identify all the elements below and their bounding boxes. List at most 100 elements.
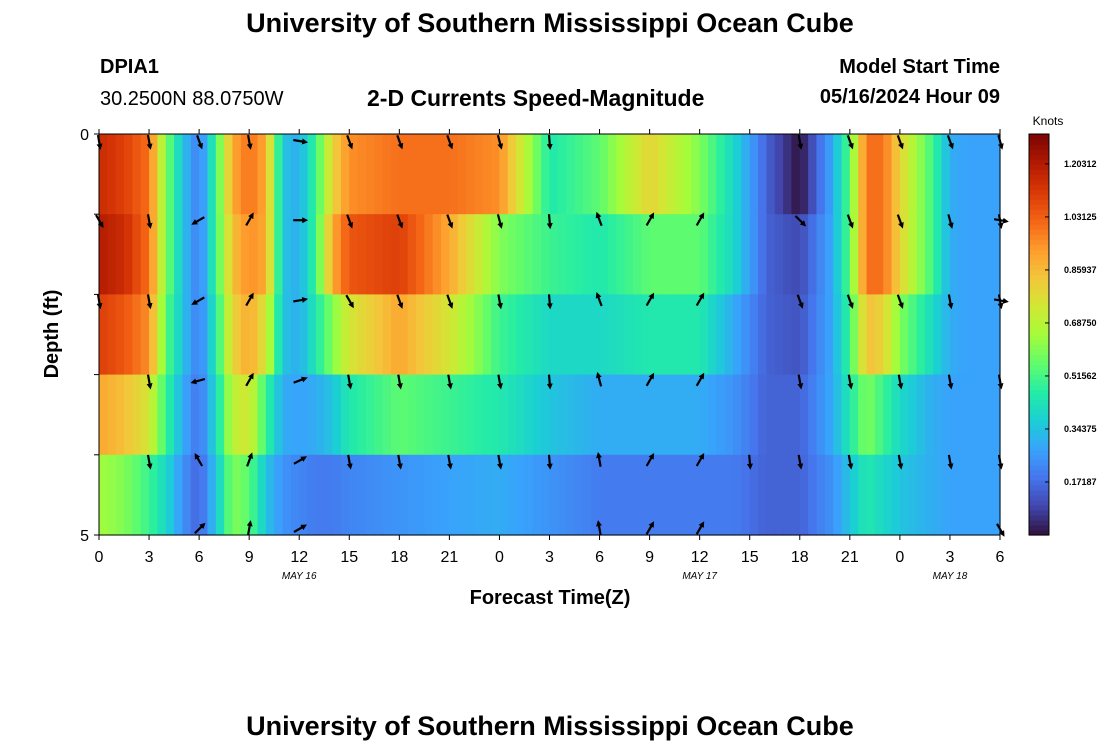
- heatmap-cell: [491, 134, 501, 215]
- colorbar-segment: [1029, 134, 1049, 140]
- x-tick-label: 21: [841, 549, 859, 566]
- colorbar-segment: [1029, 409, 1049, 416]
- heatmap-cell: [407, 294, 417, 376]
- heatmap-cell: [641, 214, 651, 295]
- heatmap-cell: [382, 294, 392, 376]
- heatmap-cell: [949, 134, 959, 215]
- heatmap-cell: [808, 214, 818, 295]
- heatmap-cell: [566, 134, 576, 215]
- heatmap-cell: [499, 134, 509, 215]
- heatmap-cell: [441, 454, 450, 536]
- current-arrow: [396, 214, 404, 229]
- heatmap-cell: [257, 454, 267, 536]
- heatmap-cell: [140, 374, 150, 456]
- current-arrow: [293, 376, 308, 384]
- heatmap-cell: [132, 214, 142, 295]
- heatmap-cell: [182, 134, 192, 215]
- heatmap-cell: [674, 214, 684, 295]
- heatmap-cell: [674, 454, 684, 536]
- x-tick-label: 12: [290, 549, 308, 566]
- heatmap-cell: [574, 374, 584, 456]
- heatmap-cell: [140, 454, 150, 536]
- heatmap-cell: [591, 294, 601, 376]
- heatmap-cell: [157, 134, 167, 215]
- current-arrow: [546, 134, 553, 150]
- heatmap-cell: [649, 374, 659, 456]
- heatmap-cell: [891, 294, 901, 376]
- heatmap-cell: [691, 294, 701, 376]
- heatmap-cell: [758, 454, 767, 536]
- heatmap-cell: [374, 214, 384, 295]
- heatmap-cell: [783, 294, 793, 376]
- heatmap-cell: [983, 294, 993, 376]
- heatmap-cell: [841, 374, 851, 456]
- heatmap-cell: [557, 374, 567, 456]
- colorbar-segment: [1029, 434, 1049, 441]
- colorbar-segment: [1029, 184, 1049, 190]
- current-arrow: [146, 454, 153, 470]
- current-arrow: [293, 456, 307, 465]
- heatmap-row: [99, 374, 1001, 456]
- heatmap-cell: [682, 454, 692, 536]
- heatmap-cell: [933, 134, 943, 215]
- heatmap-cell: [866, 214, 876, 295]
- heatmap-cell: [624, 214, 634, 295]
- heatmap-cell: [749, 374, 759, 456]
- heatmap-cell: [833, 294, 843, 376]
- heatmap-cell: [858, 214, 868, 295]
- heatmap-cell: [416, 374, 425, 456]
- heatmap-cell: [824, 214, 834, 295]
- heatmap-cell: [924, 214, 934, 295]
- heatmap-cell: [557, 134, 567, 215]
- heatmap-cell: [991, 454, 1001, 536]
- heatmap-cell: [566, 454, 576, 536]
- heatmap-cell: [115, 294, 125, 376]
- heatmap-cell: [324, 294, 334, 376]
- heatmap-cell: [115, 214, 125, 295]
- heatmap-cell: [382, 454, 392, 536]
- heatmap-cell: [265, 294, 275, 376]
- heatmap-cell: [207, 134, 217, 215]
- heatmap-cell: [482, 454, 492, 536]
- heatmap-cell: [99, 214, 108, 295]
- colorbar-segment: [1029, 304, 1049, 311]
- heatmap-cell: [774, 294, 784, 376]
- heatmap-cell: [374, 294, 384, 376]
- heatmap-cell: [741, 214, 751, 295]
- current-arrow: [396, 374, 403, 390]
- heatmap-cell: [733, 214, 742, 295]
- heatmap-cell: [699, 294, 709, 376]
- heatmap-cell: [649, 454, 659, 536]
- heatmap-cell: [399, 294, 409, 376]
- current-arrow: [897, 374, 904, 390]
- heatmap-cell: [332, 214, 342, 295]
- heatmap-cell: [916, 134, 926, 215]
- heatmap-cell: [315, 454, 325, 536]
- heatmap-cell: [708, 454, 717, 536]
- colorbar-segment: [1029, 269, 1049, 275]
- date-label: MAY 18: [933, 571, 968, 582]
- heatmap-cell: [240, 134, 250, 215]
- heatmap-cell: [716, 454, 726, 536]
- heatmap-cell: [357, 214, 367, 295]
- heatmap-cell: [132, 294, 142, 376]
- colorbar-segment: [1029, 214, 1049, 220]
- colorbar-segment: [1029, 189, 1049, 195]
- current-arrow: [396, 135, 404, 150]
- heatmap-cell: [449, 134, 459, 215]
- heatmap-cell: [199, 134, 209, 215]
- heatmap-cell: [791, 214, 801, 295]
- heatmap-cell: [516, 294, 526, 376]
- heatmap-cell: [774, 454, 784, 536]
- heatmap-cell: [691, 454, 701, 536]
- heatmap-cell: [516, 454, 526, 536]
- colorbar-segment: [1029, 339, 1049, 346]
- heatmap-cell: [524, 134, 534, 215]
- heatmap-cell: [257, 214, 267, 295]
- heatmap-cell: [799, 294, 809, 376]
- heatmap-cell: [466, 214, 476, 295]
- heatmap-cell: [874, 454, 884, 536]
- heatmap-cell: [357, 134, 367, 215]
- colorbar-segment: [1029, 194, 1049, 200]
